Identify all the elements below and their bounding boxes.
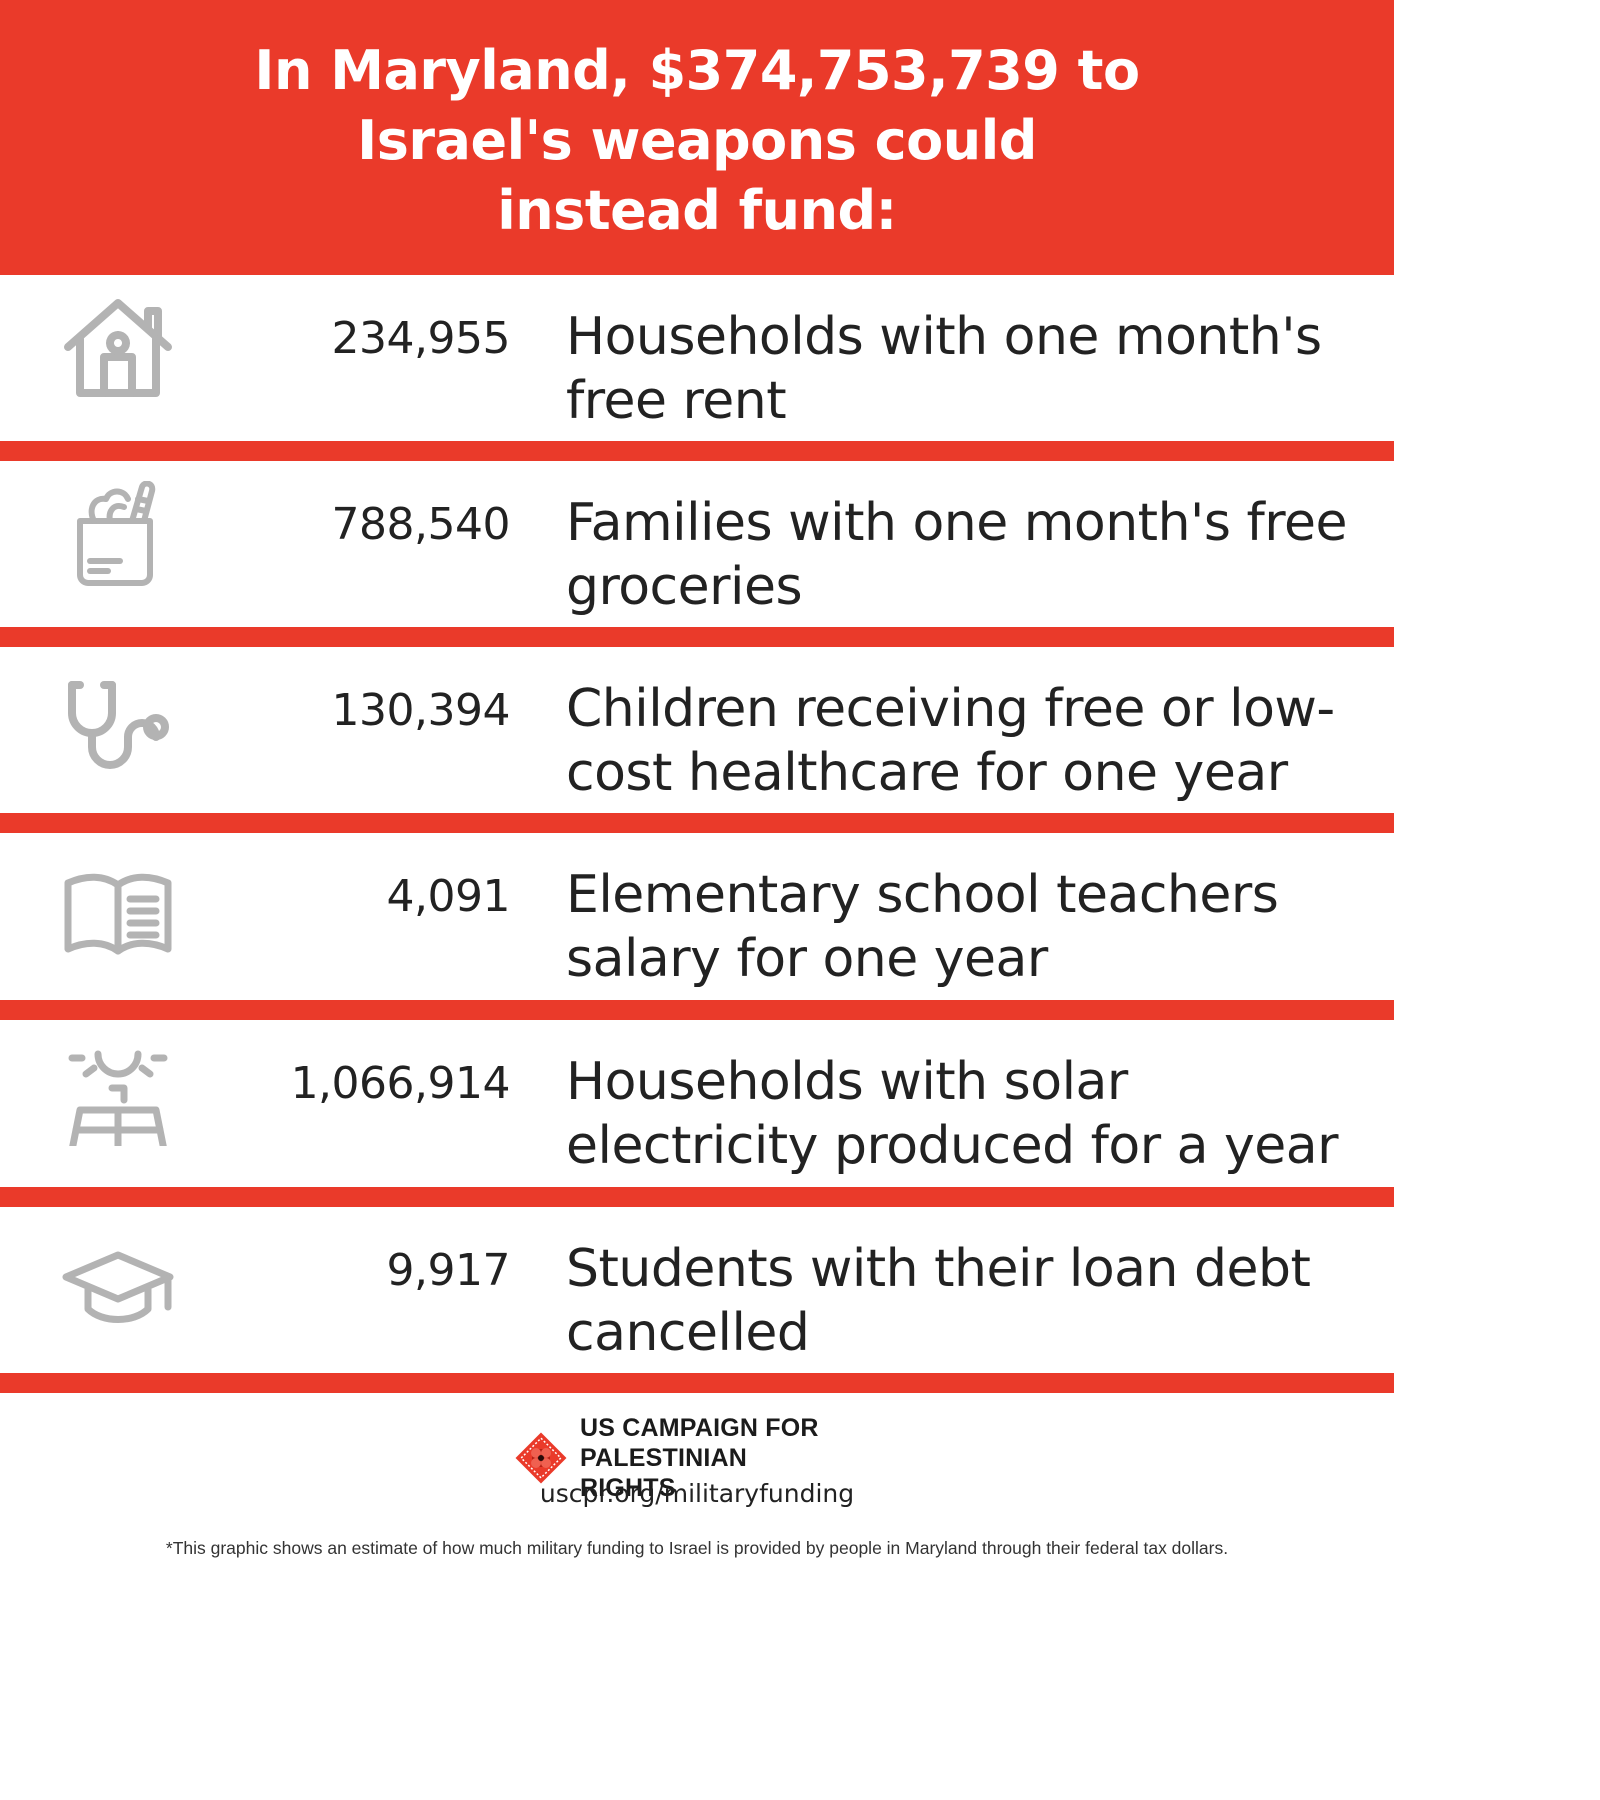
footer: US CAMPAIGN FOR PALESTINIAN RIGHTS uscpr… — [0, 1393, 1394, 1568]
divider — [0, 1373, 1394, 1393]
divider — [0, 1187, 1394, 1207]
poppy-emblem-icon — [512, 1429, 570, 1487]
item-description: Children receiving free or low-cost heal… — [566, 679, 1335, 803]
open-book-icon — [58, 853, 178, 959]
item-number: 4,091 — [386, 871, 511, 922]
item-number: 234,955 — [331, 313, 511, 364]
list-item-healthcare: 130,394 Children receiving free or low-c… — [0, 647, 1394, 813]
item-description: Families with one month's free groceries — [566, 493, 1347, 617]
item-description: Households with solar electricity produc… — [566, 1052, 1339, 1176]
graduation-cap-icon — [58, 1227, 178, 1333]
item-description: Elementary school teachers salary for on… — [566, 865, 1279, 989]
header-banner: In Maryland, $374,753,739 to Israel's we… — [0, 0, 1394, 275]
item-number: 130,394 — [331, 685, 511, 736]
divider — [0, 441, 1394, 461]
divider — [0, 813, 1394, 833]
org-logo: US CAMPAIGN FOR PALESTINIAN RIGHTS — [512, 1413, 820, 1503]
item-description: Households with one month's free rent — [566, 307, 1322, 431]
grocery-bag-icon — [58, 481, 178, 587]
house-icon — [58, 295, 178, 401]
org-name: US CAMPAIGN FOR PALESTINIAN RIGHTS — [580, 1414, 819, 1502]
stethoscope-icon — [58, 667, 178, 773]
list-item-teachers: 4,091 Elementary school teachers salary … — [0, 833, 1394, 999]
page-title: In Maryland, $374,753,739 to Israel's we… — [254, 38, 1140, 242]
list-item-groceries: 788,540 Families with one month's free g… — [0, 461, 1394, 627]
list-item-student-debt: 9,917 Students with their loan debt canc… — [0, 1207, 1394, 1373]
list-item-rent: 234,955 Households with one month's free… — [0, 275, 1394, 441]
item-number: 9,917 — [386, 1245, 511, 1296]
divider — [0, 1000, 1394, 1020]
campaign-url[interactable]: uscpr.org/militaryfunding — [539, 1479, 855, 1508]
item-number: 788,540 — [331, 499, 511, 550]
item-number: 1,066,914 — [290, 1058, 511, 1109]
footnote: *This graphic shows an estimate of how m… — [165, 1538, 1229, 1558]
divider — [0, 627, 1394, 647]
item-description: Students with their loan debt cancelled — [566, 1239, 1311, 1363]
list-item-solar: 1,066,914 Households with solar electric… — [0, 1020, 1394, 1186]
solar-panel-icon — [58, 1040, 178, 1146]
